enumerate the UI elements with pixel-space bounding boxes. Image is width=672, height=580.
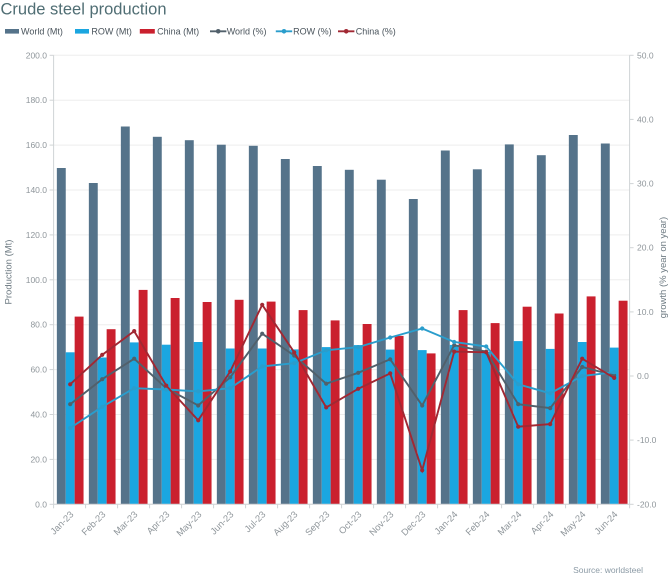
svg-text:50.0: 50.0: [637, 50, 654, 60]
svg-text:China (%): China (%): [356, 27, 396, 37]
svg-text:40.0: 40.0: [30, 410, 47, 420]
svg-text:120.0: 120.0: [26, 230, 48, 240]
svg-text:0.0: 0.0: [637, 371, 649, 381]
svg-text:-10.0: -10.0: [637, 435, 657, 445]
svg-text:100.0: 100.0: [26, 275, 48, 285]
svg-text:10.0: 10.0: [637, 307, 654, 317]
svg-text:160.0: 160.0: [26, 140, 48, 150]
svg-text:World (Mt): World (Mt): [21, 27, 63, 37]
svg-text:20.0: 20.0: [30, 454, 47, 464]
svg-text:60.0: 60.0: [30, 365, 47, 375]
svg-text:0.0: 0.0: [35, 499, 47, 509]
svg-text:World (%): World (%): [227, 27, 267, 37]
svg-text:80.0: 80.0: [30, 320, 47, 330]
svg-text:ROW (%): ROW (%): [293, 27, 332, 37]
svg-text:-20.0: -20.0: [637, 499, 657, 509]
svg-text:30.0: 30.0: [637, 179, 654, 189]
svg-text:growth (% year on year): growth (% year on year): [658, 217, 669, 318]
svg-text:40.0: 40.0: [637, 114, 654, 124]
svg-text:Crude steel production: Crude steel production: [1, 0, 167, 18]
svg-text:China (Mt): China (Mt): [157, 27, 199, 37]
svg-text:Production (Mt): Production (Mt): [4, 240, 15, 305]
svg-text:20.0: 20.0: [637, 243, 654, 253]
svg-text:Source: worldsteel: Source: worldsteel: [573, 565, 643, 575]
svg-text:200.0: 200.0: [26, 50, 48, 60]
svg-text:140.0: 140.0: [26, 185, 48, 195]
svg-text:ROW (Mt): ROW (Mt): [91, 27, 131, 37]
svg-text:180.0: 180.0: [26, 95, 48, 105]
